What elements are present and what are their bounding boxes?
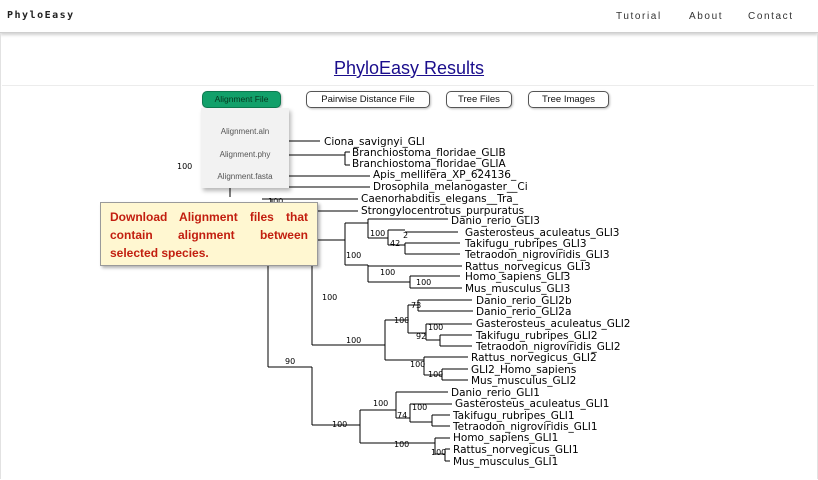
leaf-label: Danio_rerio_GLI1 bbox=[451, 387, 540, 399]
support-value: 100 bbox=[373, 399, 388, 408]
alignment-file-dropdown: Alignment.aln Alignment.phy Alignment.fa… bbox=[201, 108, 289, 188]
leaf-label: Strongylocentrotus_purpuratus_ bbox=[361, 205, 530, 217]
tooltip-text: Download Alignment files that contain al… bbox=[110, 210, 308, 260]
leaf-label: Takifugu_rubripes_GLI1 bbox=[452, 410, 575, 422]
leaf-label: Gasterosteus_aculeatus_GLI1 bbox=[455, 398, 609, 410]
leaf-label: Danio_rerio_GLI2b bbox=[476, 295, 572, 307]
leaf-label: Tetraodon_nigroviridis_GLI2 bbox=[475, 341, 621, 353]
tree-files-button[interactable]: Tree Files bbox=[446, 91, 512, 108]
menu-item-alignment-aln[interactable]: Alignment.aln bbox=[220, 127, 270, 136]
leaf-label: Tetraodon_nigroviridis_GLI1 bbox=[452, 421, 598, 433]
leaf-label: Ciona_savignyi_GLI bbox=[324, 136, 425, 148]
leaf-label: GLI2_Homo_sapiens bbox=[471, 364, 576, 376]
alignment-file-button[interactable]: Alignment File bbox=[202, 91, 281, 108]
leaf-label: Mus_musculus_GLI2 bbox=[471, 375, 576, 387]
support-value: 100 bbox=[416, 278, 431, 287]
leaf-label: Tetraodon_nigroviridis_GLI3 bbox=[464, 249, 610, 261]
page-title[interactable]: PhyloEasy Results bbox=[333, 58, 485, 78]
leaf-label: Gasterosteus_aculeatus_GLI2 bbox=[476, 318, 630, 330]
support-value: 100 bbox=[394, 316, 409, 325]
title-divider bbox=[2, 85, 814, 86]
support-value: 100 bbox=[380, 268, 395, 277]
leaf-label: Branchiostoma_floridae_GLIB bbox=[352, 147, 506, 159]
tree-support-values: 100 100 100 100 2 42 100 100 100 100 73 … bbox=[177, 162, 446, 457]
support-value: 100 bbox=[346, 336, 361, 345]
leaf-label: Takifugu_rubripes_GLI3 bbox=[464, 238, 587, 250]
support-value: 73 bbox=[411, 301, 421, 310]
nav-link-contact[interactable]: Contact bbox=[748, 11, 794, 22]
support-value: 100 bbox=[370, 229, 385, 238]
menu-item-alignment-fasta[interactable]: Alignment.fasta bbox=[217, 172, 273, 181]
leaf-label: Rattus_norvegicus_GLI3 bbox=[465, 261, 591, 273]
leaf-label: Apis_mellifera_XP_624136_ bbox=[373, 169, 517, 181]
leaf-label: Gasterosteus_aculeatus_GLI3 bbox=[465, 227, 619, 239]
pairwise-distance-file-button[interactable]: Pairwise Distance File bbox=[306, 91, 430, 108]
leaf-label: Danio_rerio_GLI3 bbox=[451, 215, 540, 227]
navbar: PhyloEasy Tutorial About Contact bbox=[0, 0, 818, 33]
support-value: 2 bbox=[403, 231, 408, 240]
leaf-label: Homo_sapiens_GLI1 bbox=[453, 432, 558, 444]
support-value: 74 bbox=[397, 411, 407, 420]
support-value: 100 bbox=[177, 162, 192, 171]
brand-logo[interactable]: PhyloEasy bbox=[7, 10, 75, 21]
leaf-label: Caenorhabditis_elegans__Tra_ bbox=[361, 193, 519, 205]
leaf-label: Takifugu_rubripes_GLI2 bbox=[475, 330, 598, 342]
support-value: 100 bbox=[412, 403, 427, 412]
support-value: 100 bbox=[431, 448, 446, 457]
leaf-label: Danio_rerio_GLI2a bbox=[476, 306, 571, 318]
support-value: 100 bbox=[332, 420, 347, 429]
support-value: 100 bbox=[410, 360, 425, 369]
support-value: 42 bbox=[390, 239, 400, 248]
support-value: 90 bbox=[285, 357, 295, 366]
nav-link-tutorial[interactable]: Tutorial bbox=[616, 11, 662, 22]
support-value: 100 bbox=[394, 440, 409, 449]
leaf-label: Rattus_norvegicus_GLI1 bbox=[453, 444, 579, 456]
support-value: 100 bbox=[428, 370, 443, 379]
leaf-label: Drosophila_melanogaster__Ci bbox=[373, 181, 528, 193]
support-value: 100 bbox=[268, 197, 283, 206]
alignment-tooltip: Download Alignment files that contain al… bbox=[100, 202, 318, 266]
tree-leaf-labels: Ciona_savignyi_GLI Branchiostoma_florida… bbox=[324, 136, 630, 468]
support-value: 100 bbox=[346, 251, 361, 260]
leaf-label: Rattus_norvegicus_GLI2 bbox=[471, 352, 597, 364]
support-value: 92 bbox=[416, 332, 426, 341]
leaf-label: Mus_musculus_GLI1 bbox=[453, 456, 558, 468]
tree-images-button[interactable]: Tree Images bbox=[528, 91, 609, 108]
support-value: 100 bbox=[322, 293, 337, 302]
menu-item-alignment-phy[interactable]: Alignment.phy bbox=[219, 150, 271, 159]
leaf-label: Branchiostoma_floridae_GLIA bbox=[352, 158, 506, 170]
support-value: 100 bbox=[428, 323, 443, 332]
nav-link-about[interactable]: About bbox=[689, 11, 724, 22]
leaf-label: Mus_musculus_GLI3 bbox=[465, 283, 570, 295]
leaf-label: Homo_sapiens_GLI3 bbox=[465, 271, 570, 283]
